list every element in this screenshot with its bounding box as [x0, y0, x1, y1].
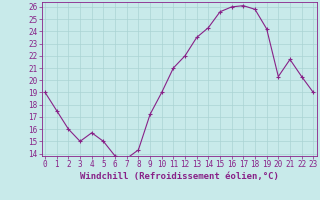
X-axis label: Windchill (Refroidissement éolien,°C): Windchill (Refroidissement éolien,°C): [80, 172, 279, 181]
